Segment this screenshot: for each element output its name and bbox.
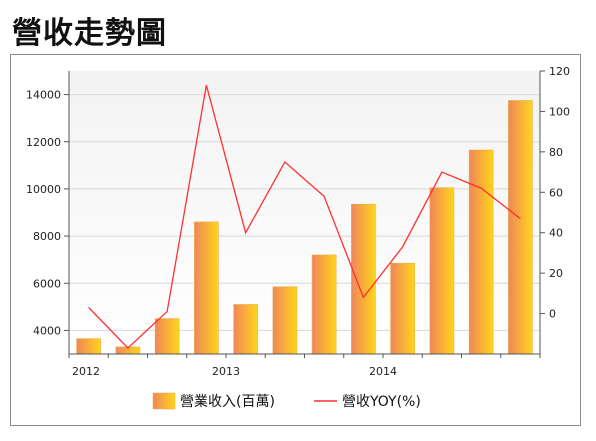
revenue-bar xyxy=(194,221,219,355)
right-axis-tick-label: 100 xyxy=(549,105,570,118)
plot-background xyxy=(69,71,540,354)
chart-frame: 4000 6000 8000 10000 12000 14000 0 20 40 60 80 100 1… xyxy=(10,54,581,426)
revenue-bar xyxy=(233,304,258,355)
line-series xyxy=(88,84,521,349)
revenue-bar xyxy=(508,100,533,355)
legend-label-revenue: 營業收入(百萬) xyxy=(180,394,275,410)
axes: 4000 6000 8000 10000 12000 14000 0 20 40 60 80 100 1… xyxy=(26,65,570,378)
right-axis-tick-label: 0 xyxy=(549,308,556,321)
right-axis-tick-label: 40 xyxy=(549,227,563,240)
right-axis-tick-label: 20 xyxy=(549,267,563,280)
revenue-bar xyxy=(272,286,298,355)
right-axis-tick-label: 120 xyxy=(549,65,570,78)
revenue-bar xyxy=(154,318,180,355)
revenue-bar xyxy=(351,203,376,355)
x-axis-tick-label: 2012 xyxy=(72,365,100,378)
revenue-chart: 4000 6000 8000 10000 12000 14000 0 20 40 60 80 100 1… xyxy=(26,65,570,410)
legend-label-yoy: 營收YOY(%) xyxy=(342,394,421,410)
left-axis-tick-label: 8000 xyxy=(33,230,61,243)
left-axis-tick-label: 12000 xyxy=(26,136,61,149)
left-axis-tick-label: 10000 xyxy=(26,183,61,196)
yoy-line xyxy=(88,84,521,349)
bar-series xyxy=(76,100,533,355)
x-axis-tick-label: 2013 xyxy=(212,365,240,378)
revenue-bar xyxy=(311,254,337,355)
legend: 營業收入(百萬) 營收YOY(%) xyxy=(152,392,421,410)
right-axis-tick-label: 60 xyxy=(549,186,563,199)
x-axis-tick-label: 2014 xyxy=(369,365,397,378)
revenue-bar xyxy=(468,149,494,355)
revenue-bar xyxy=(429,187,455,355)
left-axis-tick-label: 14000 xyxy=(26,89,61,102)
revenue-bar xyxy=(390,262,415,355)
right-axis-tick-label: 80 xyxy=(549,146,563,159)
left-axis-tick-label: 6000 xyxy=(33,277,61,290)
left-axis-tick-label: 4000 xyxy=(33,324,61,337)
legend-swatch-revenue xyxy=(152,392,176,410)
page-title: 營收走勢圖 xyxy=(12,16,167,51)
revenue-bar xyxy=(76,338,101,355)
